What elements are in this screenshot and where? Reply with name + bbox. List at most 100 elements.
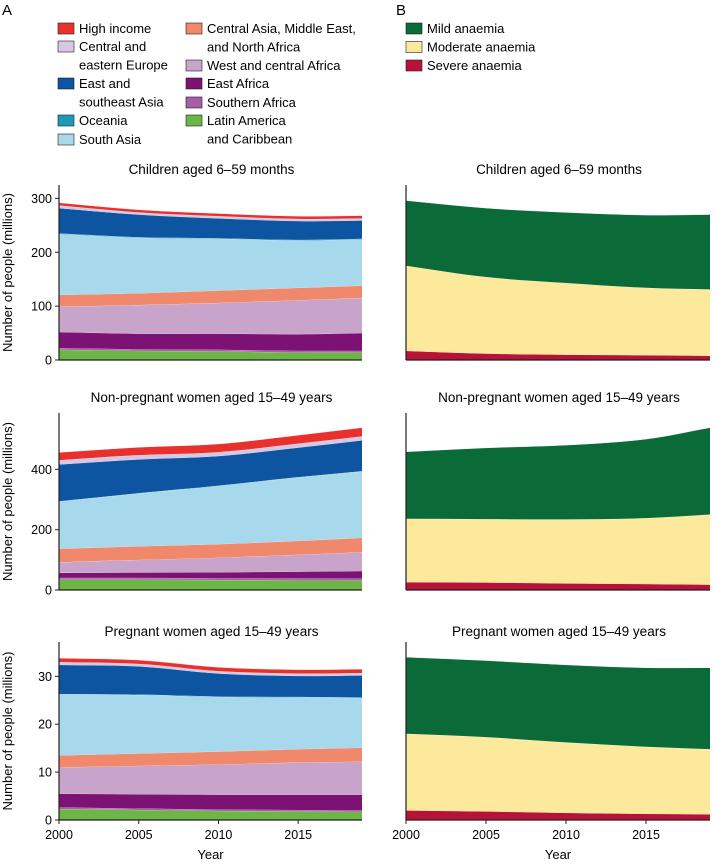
area-east-africa xyxy=(59,331,362,351)
legend_a-label: Central Asia, Middle East, xyxy=(207,21,356,36)
legend_a-swatch xyxy=(57,133,75,146)
chart-3: Non-pregnant women aged 15–49 years 0 200 4… xyxy=(0,390,363,598)
charts: Children aged 6–59 months0100200300Numbe… xyxy=(0,162,711,862)
area-southern-africa xyxy=(59,577,362,581)
area-west-and-central-africa xyxy=(59,298,362,335)
legend_a-label: West and central Africa xyxy=(207,58,341,73)
area-east-africa xyxy=(59,570,362,579)
area-central-asia-middle-east-and-north-africa xyxy=(59,537,362,563)
legends: High income Central and eastern Europe East… xyxy=(57,21,536,147)
legend_a-label: Oceania xyxy=(79,113,128,128)
area-south-asia xyxy=(59,233,362,295)
legend_b-item-moderate-anaemia: Moderate anaemia xyxy=(405,40,536,55)
legend_a-swatch xyxy=(57,40,75,53)
legend_a-label: Southern Africa xyxy=(207,95,297,110)
x-tick-label: 2000 xyxy=(392,828,420,842)
y-axis-label: Number of people (millions) xyxy=(0,652,15,811)
y-tick-label: 20 xyxy=(38,718,52,732)
legend_a-label: Central and xyxy=(79,39,146,54)
x-tick-label: 2010 xyxy=(552,828,580,842)
legend_a-item-east-africa: East Africa xyxy=(185,76,270,91)
area-latin-america-and-caribbean xyxy=(59,579,362,590)
area-east-and-southeast-asia xyxy=(59,440,362,502)
area-central-and-eastern-europe xyxy=(59,205,362,222)
area-oceania xyxy=(59,233,362,241)
area-central-and-eastern-europe xyxy=(59,661,362,676)
area-edge-high-income xyxy=(58,657,363,670)
legend_a-swatch xyxy=(185,77,203,90)
chart-5: Pregnant women aged 15–49 years 0 10 20 30 20… xyxy=(0,624,363,862)
chart-4: Non-pregnant women aged 15–49 years xyxy=(405,390,711,591)
area-mild-anaemia xyxy=(406,657,710,750)
area-moderate-anaemia xyxy=(406,733,710,815)
area-high-income xyxy=(59,427,362,461)
x-tick-label: 2015 xyxy=(632,828,660,842)
y-tick-label: 30 xyxy=(38,670,52,684)
legend_a-label: eastern Europe xyxy=(79,58,168,73)
area-edge-mild-anaemia xyxy=(405,656,711,669)
x-tick-label: 2010 xyxy=(205,828,233,842)
chart-1: Children aged 6–59 months 0 100 200 300 Numbe… xyxy=(0,162,363,368)
area-edge-high-income xyxy=(58,202,363,217)
chart-title: Children aged 6–59 months xyxy=(129,162,295,177)
area-west-and-central-africa xyxy=(59,552,362,573)
legend_a-item-central-asia-middle-east: Central Asia, Middle East, and North Afri… xyxy=(185,21,356,55)
legend_a-label: East and xyxy=(79,76,130,91)
legend_a-swatch xyxy=(185,22,203,35)
legend_a-item-central-and: Central and eastern Europe xyxy=(57,39,168,73)
legend_a-item-high-income: High income xyxy=(57,21,151,36)
area-moderate-anaemia xyxy=(406,265,710,356)
legend_a-item-southern-africa: Southern Africa xyxy=(185,95,297,110)
area-latin-america-and-caribbean xyxy=(59,349,362,360)
legend_a-label: and North Africa xyxy=(207,40,301,55)
chart-title: Non-pregnant women aged 15–49 years xyxy=(438,390,680,405)
x-axis-label: Year xyxy=(197,847,224,862)
y-tick-label: 200 xyxy=(31,523,52,537)
area-moderate-anaemia xyxy=(406,514,710,585)
area-severe-anaemia xyxy=(406,350,710,360)
legend_a-swatch xyxy=(185,96,203,109)
legend_a-swatch xyxy=(57,22,75,35)
panel-a-label: A xyxy=(2,2,12,19)
chart-title: Pregnant women aged 15–49 years xyxy=(452,624,666,639)
area-central-asia-middle-east-and-north-africa xyxy=(59,747,362,768)
legend_a-item-east-and: East and southeast Asia xyxy=(57,76,164,110)
area-west-and-central-africa xyxy=(59,761,362,795)
y-tick-label: 10 xyxy=(38,766,52,780)
legend_b-item-mild-anaemia: Mild anaemia xyxy=(405,21,505,36)
area-mild-anaemia xyxy=(406,200,710,290)
legend_a-item-oceania: Oceania xyxy=(57,113,128,128)
legend_b-label: Severe anaemia xyxy=(427,58,522,73)
area-east-and-southeast-asia xyxy=(59,208,362,240)
area-severe-anaemia xyxy=(406,810,710,820)
legend_a-item-latin-america: Latin America and Caribbean xyxy=(185,113,292,147)
legend_b-label: Mild anaemia xyxy=(427,21,505,36)
chart-6: Pregnant women aged 15–49 years 2000 2005 2… xyxy=(392,624,711,862)
area-edge-mild-anaemia xyxy=(405,200,711,216)
legend_a-label: East Africa xyxy=(207,76,270,91)
legend_a-label: and Caribbean xyxy=(207,132,292,147)
panel-b-label: B xyxy=(396,2,406,19)
area-latin-america-and-caribbean xyxy=(59,808,362,820)
area-central-and-eastern-europe xyxy=(59,436,362,465)
area-east-and-southeast-asia xyxy=(59,664,362,698)
area-mild-anaemia xyxy=(406,427,710,520)
area-edge-high-income xyxy=(58,427,363,453)
y-axis-label: Number of people (millions) xyxy=(0,193,15,352)
x-tick-label: 2000 xyxy=(45,828,73,842)
legend_a-item-south-asia: South Asia xyxy=(57,132,142,147)
y-tick-label: 100 xyxy=(31,300,52,314)
y-tick-label: 200 xyxy=(31,246,52,260)
legend_b-swatch xyxy=(405,41,423,53)
area-edge-latin-america-and-caribbean xyxy=(58,579,363,581)
y-tick-label: 0 xyxy=(45,814,52,828)
area-edge-southern-africa xyxy=(58,577,363,579)
chart-title: Non-pregnant women aged 15–49 years xyxy=(91,390,333,405)
legend_a-swatch xyxy=(185,59,203,72)
y-tick-label: 400 xyxy=(31,463,52,477)
legend_a-label: South Asia xyxy=(79,132,142,147)
legend_a-swatch xyxy=(57,114,75,127)
chart-title: Children aged 6–59 months xyxy=(476,162,642,177)
y-tick-label: 0 xyxy=(45,584,52,598)
